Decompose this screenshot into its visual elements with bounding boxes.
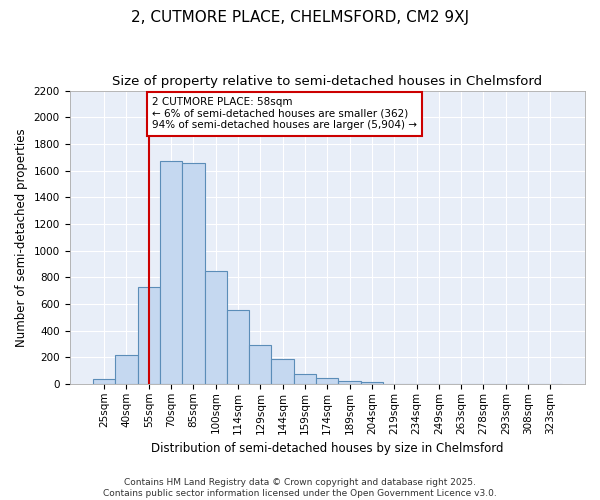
X-axis label: Distribution of semi-detached houses by size in Chelmsford: Distribution of semi-detached houses by …	[151, 442, 503, 455]
Bar	[137, 286, 160, 384]
Bar	[316, 378, 338, 384]
Bar	[338, 380, 361, 384]
Bar	[249, 344, 271, 384]
Bar	[115, 354, 137, 384]
Bar	[271, 359, 294, 384]
Text: 2, CUTMORE PLACE, CHELMSFORD, CM2 9XJ: 2, CUTMORE PLACE, CHELMSFORD, CM2 9XJ	[131, 10, 469, 25]
Text: Contains HM Land Registry data © Crown copyright and database right 2025.
Contai: Contains HM Land Registry data © Crown c…	[103, 478, 497, 498]
Bar	[93, 378, 115, 384]
Y-axis label: Number of semi-detached properties: Number of semi-detached properties	[15, 128, 28, 346]
Bar	[205, 271, 227, 384]
Title: Size of property relative to semi-detached houses in Chelmsford: Size of property relative to semi-detach…	[112, 75, 542, 88]
Bar	[182, 162, 205, 384]
Bar	[361, 382, 383, 384]
Bar	[160, 161, 182, 384]
Bar	[227, 310, 249, 384]
Bar	[294, 374, 316, 384]
Text: 2 CUTMORE PLACE: 58sqm
← 6% of semi-detached houses are smaller (362)
94% of sem: 2 CUTMORE PLACE: 58sqm ← 6% of semi-deta…	[152, 97, 417, 130]
